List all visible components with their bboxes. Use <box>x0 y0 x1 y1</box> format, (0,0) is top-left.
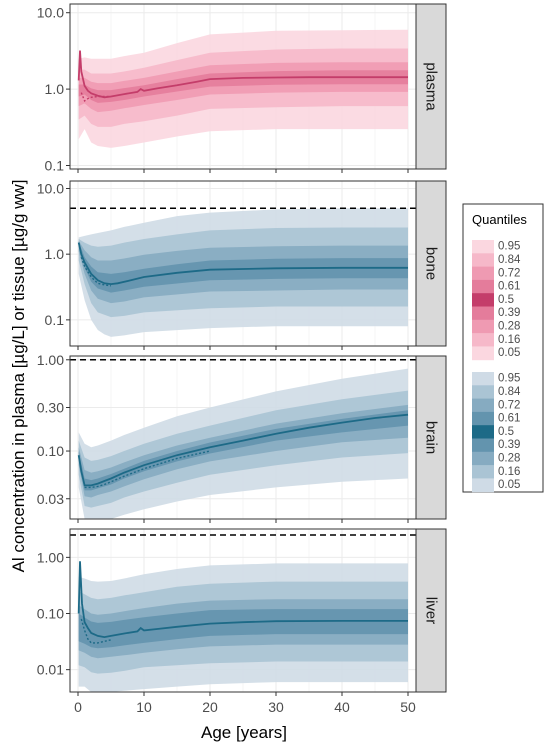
strip-label: plasma <box>423 62 440 111</box>
legend-label: 0.5 <box>498 294 514 306</box>
y-tick-label: 0.30 <box>37 399 64 415</box>
mean-dotted-line <box>80 618 112 644</box>
legend-label: 0.61 <box>498 413 520 425</box>
x-tick-label: 10 <box>136 699 152 715</box>
plot-area <box>70 359 416 519</box>
median-line <box>77 242 408 286</box>
legend: Quantiles0.950.840.720.610.50.390.280.16… <box>462 203 544 493</box>
legend-swatch <box>472 372 494 386</box>
strip-label: brain <box>423 421 440 454</box>
y-tick-label: 0.1 <box>45 312 65 328</box>
strip-bone <box>415 180 447 347</box>
legend-swatch <box>472 451 494 466</box>
panel-brain: brain 0.03 0.10 0.30 1.00 <box>37 352 447 523</box>
legend-label: 0.39 <box>498 307 520 319</box>
quantile-band-0.39-0.61 <box>78 410 408 491</box>
x-axis-title: Age [years] <box>201 723 287 742</box>
quantile-band-0.39-0.61 <box>78 609 408 649</box>
mean-dotted-line <box>80 256 112 287</box>
legend-swatch <box>472 438 494 453</box>
panel-plasma: plasma 0.1 1.0 10.0 <box>37 3 447 174</box>
legend-group-1: 0.950.840.72 0.610.50.390.28 0.160.05 <box>472 240 521 361</box>
y-tick-label: 0.03 <box>37 491 64 507</box>
legend-label: 0.28 <box>498 320 520 332</box>
y-tick-label: 10.0 <box>37 180 64 196</box>
legend-swatch <box>472 465 494 479</box>
y-tick-label: 1.00 <box>37 352 64 368</box>
legend-label: 0.16 <box>498 334 520 346</box>
quantile-band-0.39-0.61 <box>78 70 408 103</box>
legend-swatch <box>472 398 494 413</box>
legend-swatch <box>472 319 494 334</box>
strip-label: bone <box>423 247 440 280</box>
panel-liver: liver 0.01 0.10 1.00 <box>37 528 447 696</box>
x-tick-label: 30 <box>268 699 284 715</box>
plot-area <box>70 207 416 337</box>
strip-plasma <box>415 3 447 170</box>
legend-swatch <box>472 266 494 281</box>
legend-swatch <box>472 333 494 347</box>
plot-area <box>70 534 416 692</box>
legend-swatch <box>472 346 494 361</box>
legend-label: 0.16 <box>498 466 520 478</box>
legend-swatch <box>472 240 494 254</box>
legend-label: 0.72 <box>498 267 520 279</box>
x-tick-label: 50 <box>400 699 416 715</box>
mean-dotted-line <box>84 450 211 489</box>
x-tick-label: 0 <box>74 699 82 715</box>
y-tick-label: 0.01 <box>37 662 64 678</box>
panels-layer: plasma 0.1 1.0 10.0 bone 0.1 1.0 10.0 brain 0.03 0… <box>37 3 447 715</box>
legend-label: 0.84 <box>498 386 521 398</box>
y-axis-title: Al concentration in plasma [µg/L] or tis… <box>9 180 28 573</box>
plot-area <box>77 29 408 148</box>
median-line <box>77 50 408 99</box>
panel-bone: bone 0.1 1.0 10.0 <box>37 180 447 350</box>
legend-swatch <box>472 253 494 268</box>
legend-label: 0.5 <box>498 426 514 438</box>
y-tick-label: 10.0 <box>37 5 64 21</box>
strip-brain <box>415 355 447 520</box>
legend-label: 0.05 <box>498 347 520 359</box>
y-tick-label: 0.10 <box>37 443 64 459</box>
strip-liver <box>415 528 447 693</box>
legend-swatch <box>472 279 494 294</box>
legend-label: 0.39 <box>498 439 520 451</box>
legend-label: 0.28 <box>498 452 520 464</box>
x-tick-label: 20 <box>202 699 218 715</box>
y-tick-label: 0.10 <box>37 606 64 622</box>
x-tick-label: 40 <box>334 699 350 715</box>
median-line <box>77 413 409 487</box>
y-tick-label: 1.0 <box>45 246 65 262</box>
legend-group-2: 0.950.840.72 0.610.50.390.28 0.160.05 <box>472 372 521 493</box>
legend-swatch <box>472 478 494 493</box>
strip-label: liver <box>423 597 440 625</box>
legend-label: 0.95 <box>498 241 520 253</box>
quantile-band-0.39-0.61 <box>78 241 408 293</box>
y-tick-label: 1.00 <box>37 549 64 565</box>
legend-title: Quantiles <box>472 212 527 227</box>
legend-swatch <box>472 306 494 321</box>
legend-label: 0.84 <box>498 254 521 266</box>
legend-label: 0.05 <box>498 479 520 491</box>
legend-label: 0.95 <box>498 373 520 385</box>
legend-label: 0.72 <box>498 399 520 411</box>
y-tick-label: 0.1 <box>45 158 65 174</box>
median-line <box>77 561 408 639</box>
legend-label: 0.61 <box>498 281 520 293</box>
legend-swatch <box>472 411 494 426</box>
legend-swatch <box>472 385 494 400</box>
y-tick-label: 1.0 <box>45 81 65 97</box>
